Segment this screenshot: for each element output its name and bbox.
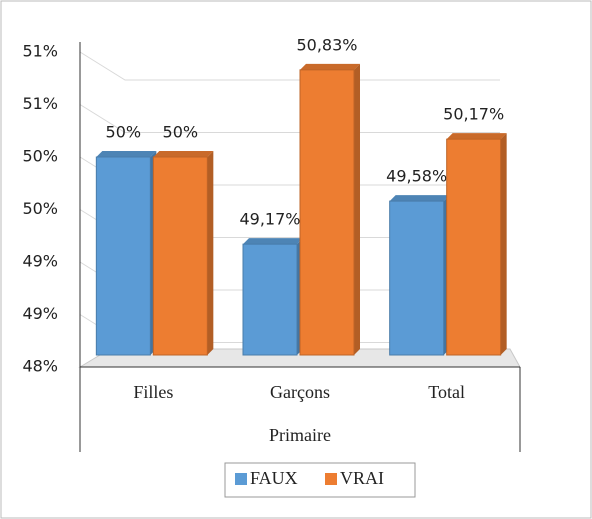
bar-top [153, 151, 214, 157]
y-tick-label: 50% [22, 147, 58, 166]
y-tick-label: 49% [22, 252, 58, 271]
bar-top [446, 133, 507, 140]
bar-top [300, 63, 360, 70]
grid-line [79, 51, 500, 81]
bar [446, 138, 502, 356]
y-tick-label: 51% [22, 94, 58, 113]
bar-side [500, 133, 507, 355]
x-tick-label: Total [428, 382, 465, 402]
y-tick-label: 51% [22, 42, 58, 61]
bar-side [354, 63, 360, 355]
bar-top [243, 238, 303, 245]
x-axis-label: Primaire [269, 425, 331, 445]
y-tick-label: 49% [22, 304, 58, 323]
value-label: 49,58% [386, 167, 447, 186]
bar [95, 156, 151, 356]
bar [389, 200, 445, 356]
value-label: 50% [106, 123, 142, 142]
bar [299, 69, 355, 356]
legend-swatch [235, 473, 247, 485]
value-label: 50,83% [296, 35, 357, 54]
bar-top [96, 151, 157, 157]
legend-label: VRAI [340, 468, 384, 488]
x-tick-label: Garçons [270, 382, 330, 402]
x-tick-label: Filles [133, 382, 173, 402]
bar [242, 243, 298, 356]
value-label: 50% [163, 123, 199, 142]
value-label: 49,17% [239, 210, 300, 229]
grid-line [79, 104, 500, 133]
legend-box [224, 462, 416, 498]
bar-top [389, 195, 450, 202]
legend-label: FAUX [250, 468, 298, 488]
bar-side [207, 151, 214, 355]
bar [152, 156, 208, 356]
value-label: 50,17% [443, 105, 504, 124]
legend-swatch [325, 473, 337, 485]
y-tick-label: 48% [22, 357, 58, 376]
y-tick-label: 50% [22, 199, 58, 218]
